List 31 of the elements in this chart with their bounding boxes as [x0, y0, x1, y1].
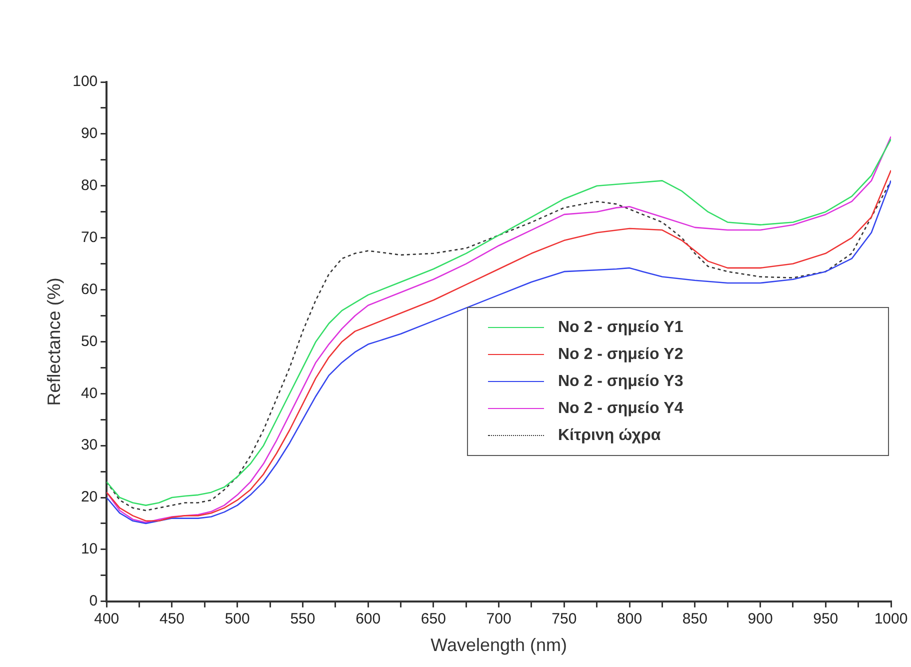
x-tick-label: 900 — [748, 610, 773, 628]
x-tick-label: 450 — [159, 610, 185, 628]
x-tick-label: 500 — [224, 610, 250, 628]
x-tick-label: 600 — [356, 610, 381, 628]
y-tick-label: 100 — [72, 73, 98, 90]
y-axis-title: Reflectance (%) — [44, 278, 64, 406]
x-tick-label: 800 — [617, 610, 642, 628]
x-tick-label: 850 — [682, 610, 708, 628]
x-tick-label: 400 — [94, 610, 120, 628]
x-tick-label: 750 — [552, 610, 577, 628]
x-tick-label: 950 — [813, 610, 838, 628]
x-tick-label: 550 — [290, 610, 316, 628]
x-tick-label: 1000 — [874, 610, 908, 628]
legend-label: No 2 - σημείο Y4 — [558, 400, 684, 418]
legend-label: No 2 - σημείο Y1 — [558, 318, 684, 337]
y-tick-label: 40 — [80, 384, 98, 402]
legend-label: No 2 - σημείο Y2 — [558, 346, 684, 364]
y-tick-label: 20 — [80, 488, 98, 506]
y-tick-label: 80 — [80, 177, 98, 194]
y-tick-label: 70 — [80, 228, 98, 246]
legend-label: No 2 - σημείο Y3 — [558, 372, 684, 391]
legend-label: Κίτρινη ώχρα — [558, 426, 661, 445]
y-tick-label: 0 — [89, 592, 98, 610]
y-tick-label: 30 — [80, 436, 98, 454]
y-tick-label: 10 — [80, 540, 98, 558]
x-axis-title: Wavelength (nm) — [430, 635, 568, 656]
y-tick-label: 60 — [80, 280, 98, 298]
y-tick-label: 50 — [80, 332, 98, 350]
y-tick-label: 90 — [80, 125, 98, 142]
x-tick-label: 700 — [486, 610, 512, 628]
x-tick-label: 650 — [420, 610, 446, 628]
